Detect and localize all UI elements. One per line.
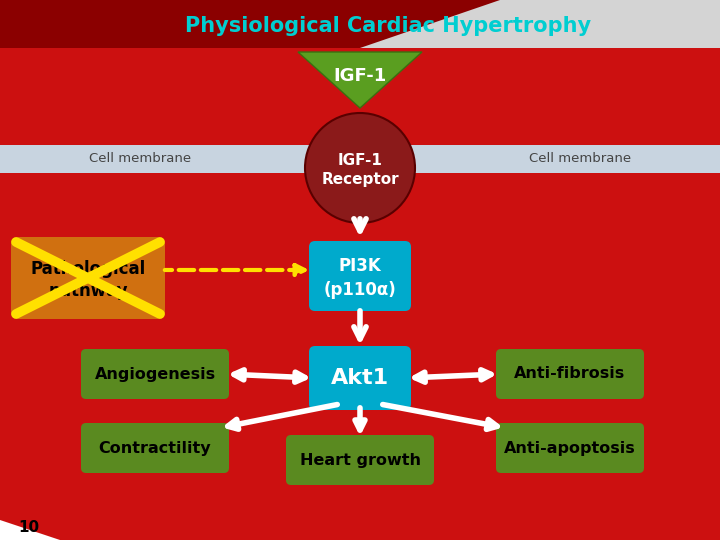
FancyBboxPatch shape — [309, 241, 411, 311]
Polygon shape — [0, 0, 500, 48]
Bar — [0, 0, 720, 48]
Bar — [0, 145, 720, 173]
Text: Akt1: Akt1 — [331, 368, 389, 388]
Text: 10: 10 — [18, 519, 39, 535]
Text: Pathological
pathway: Pathological pathway — [30, 260, 145, 300]
Text: Cell membrane: Cell membrane — [89, 152, 191, 165]
Text: Heart growth: Heart growth — [300, 453, 420, 468]
FancyBboxPatch shape — [81, 423, 229, 473]
FancyBboxPatch shape — [309, 346, 411, 410]
Text: IGF-1
Receptor: IGF-1 Receptor — [321, 153, 399, 187]
Text: Signaling pathway in: Signaling pathway in — [12, 16, 266, 36]
Text: Contractility: Contractility — [99, 441, 211, 456]
Polygon shape — [0, 520, 60, 540]
Circle shape — [305, 113, 415, 223]
Text: Cell membrane: Cell membrane — [529, 152, 631, 165]
Text: Anti-fibrosis: Anti-fibrosis — [514, 367, 626, 381]
Text: Angiogenesis: Angiogenesis — [94, 367, 215, 381]
FancyBboxPatch shape — [11, 237, 165, 319]
FancyBboxPatch shape — [496, 349, 644, 399]
FancyBboxPatch shape — [81, 349, 229, 399]
Text: IGF-1: IGF-1 — [333, 67, 387, 85]
Text: Physiological Cardiac Hypertrophy: Physiological Cardiac Hypertrophy — [185, 16, 591, 36]
Text: Anti-apoptosis: Anti-apoptosis — [504, 441, 636, 456]
FancyBboxPatch shape — [496, 423, 644, 473]
FancyBboxPatch shape — [286, 435, 434, 485]
Polygon shape — [298, 52, 422, 108]
Text: PI3K
(p110α): PI3K (p110α) — [323, 257, 397, 299]
